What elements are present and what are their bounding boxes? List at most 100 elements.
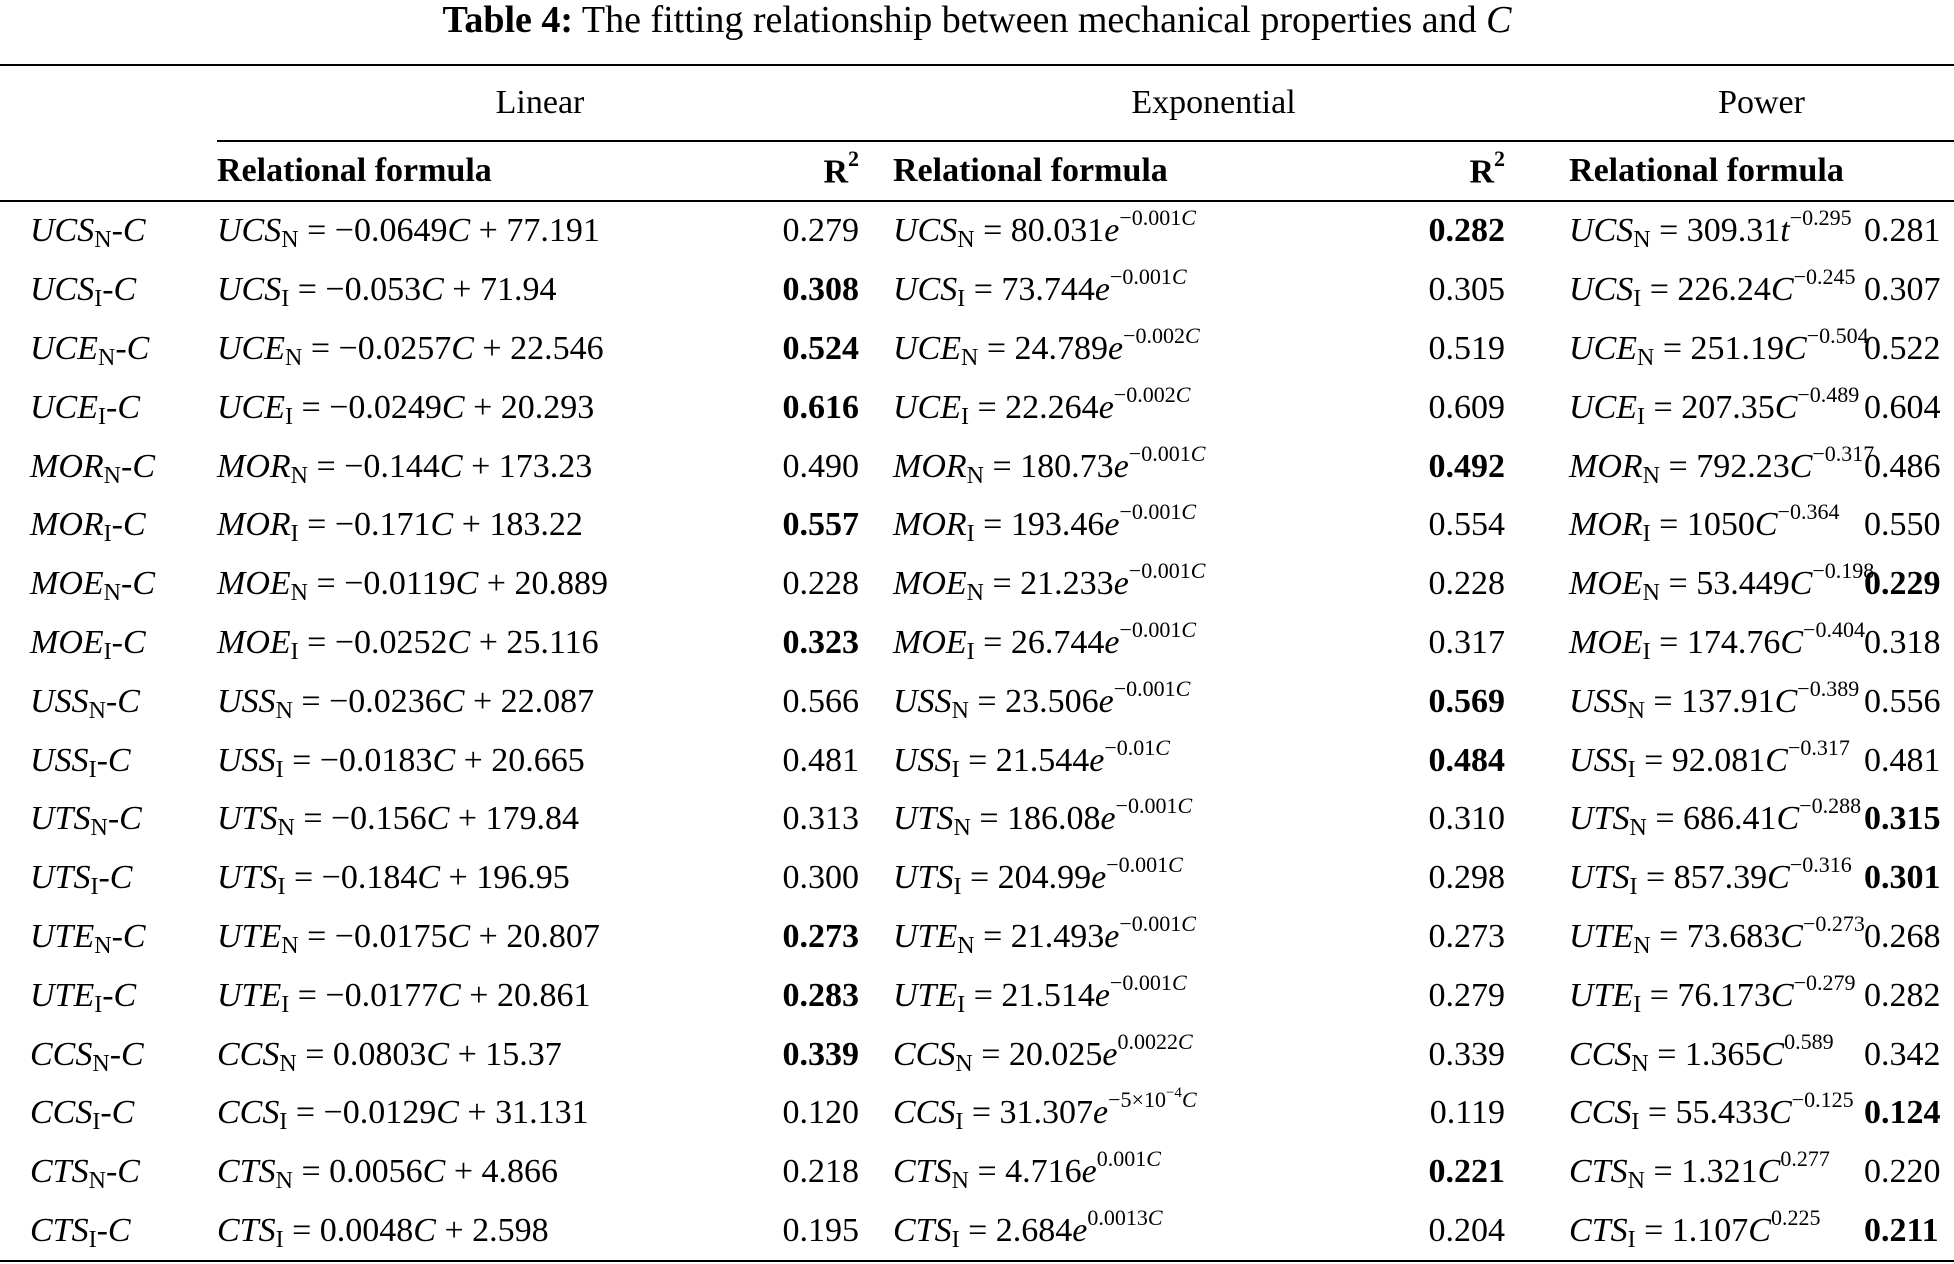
property-pair: MORI-C [30, 506, 146, 548]
exponential-formula: CCSN = 20.025e0.0022C [893, 1028, 1193, 1077]
exponential-formula: UCEN = 24.789e−0.002C [893, 322, 1200, 371]
table-row: UCSI-C UCSI = −0.053C + 71.94 0.308 UCSI = … [0, 261, 1954, 320]
property-pair: UCEI-C [30, 388, 140, 430]
exponential-r2: 0.310 [1428, 800, 1506, 838]
linear-r2: 0.308 [782, 271, 860, 309]
exponential-r2: 0.484 [1428, 741, 1506, 779]
power-formula: CTSI = 1.107C0.225 [1509, 1201, 1925, 1263]
exponential-formula: MOEI = 26.744e−0.001C [893, 616, 1197, 665]
linear-formula: UCSI = −0.053C + 71.94 [217, 271, 557, 313]
linear-formula: MOEI = −0.0252C + 25.116 [217, 623, 599, 665]
exponential-r2: 0.609 [1428, 388, 1506, 426]
group-exponential: Exponential [863, 65, 1510, 142]
exponential-formula: USSN = 23.506e−0.001C [893, 675, 1191, 724]
property-pair: UCEN-C [30, 329, 150, 371]
property-pair: MOEI-C [30, 623, 146, 665]
power-formula: USSN = 137.91C−0.389 [1569, 675, 1860, 724]
exponential-r2: 0.492 [1428, 447, 1506, 485]
linear-formula: UTEI = −0.0177C + 20.861 [217, 976, 591, 1018]
power-formula: UTEI = 76.173C−0.279 [1569, 969, 1856, 1018]
linear-formula: MORI = −0.171C + 183.22 [217, 506, 583, 548]
power-formula: UCEI = 207.35C−0.489 [1569, 381, 1860, 430]
linear-formula: CTSI = 0.0048C + 2.598 [217, 1201, 727, 1263]
power-r2: 0.211 [1864, 1201, 1939, 1263]
power-r2: 0.550 [1864, 506, 1941, 544]
linear-r2: 0.557 [782, 506, 860, 544]
property-pair: UCSN-C [30, 212, 146, 254]
power-r2: 0.481 [1864, 741, 1941, 779]
exponential-r2: 0.221 [1428, 1153, 1506, 1191]
exponential-formula: CTSN = 4.716e0.001C [893, 1146, 1161, 1195]
property-pair: UCSI-C [30, 271, 137, 313]
linear-r2: 0.120 [782, 1094, 860, 1132]
fitting-table: Linear Exponential Power Relational form… [0, 64, 1954, 1263]
power-r2: 0.301 [1864, 859, 1941, 897]
exponential-r2: 0.317 [1428, 623, 1506, 661]
property-pair: USSN-C [30, 682, 140, 724]
exponential-formula: UCEI = 22.264e−0.002C [893, 381, 1191, 430]
power-formula: UCSI = 226.24C−0.245 [1569, 264, 1856, 313]
exponential-r2: 0.273 [1428, 917, 1506, 955]
exponential-formula: MOEN = 21.233e−0.001C [893, 558, 1206, 607]
table-row: CCSN-C CCSN = 0.0803C + 15.37 0.339 CCSN = … [0, 1025, 1954, 1084]
exponential-r2: 0.298 [1428, 859, 1506, 897]
property-pair: UTSN-C [30, 800, 142, 842]
power-r2: 0.220 [1864, 1153, 1941, 1191]
table-row: MOEI-C MOEI = −0.0252C + 25.116 0.323 MOEI … [0, 614, 1954, 673]
header-r2-exponential: R2 [1469, 146, 1506, 191]
table-row: MORI-C MORI = −0.171C + 183.22 0.557 MORI =… [0, 496, 1954, 555]
linear-r2: 0.279 [782, 212, 860, 250]
linear-r2: 0.524 [782, 329, 860, 367]
linear-r2: 0.273 [782, 917, 860, 955]
linear-formula: UTSI = −0.184C + 196.95 [217, 859, 570, 901]
power-r2: 0.556 [1864, 682, 1941, 720]
linear-formula: MOEN = −0.0119C + 20.889 [217, 565, 608, 607]
power-r2: 0.307 [1864, 271, 1941, 309]
property-pair: USSI-C [30, 741, 131, 783]
group-power: Power [1509, 65, 1954, 142]
power-formula: MOEI = 174.76C−0.404 [1569, 616, 1865, 665]
linear-formula: UTSN = −0.156C + 179.84 [217, 800, 580, 842]
power-r2: 0.281 [1864, 212, 1941, 250]
property-pair: CTSI-C [0, 1201, 217, 1263]
linear-formula: UCEN = −0.0257C + 22.546 [217, 329, 604, 371]
table-row: CTSI-C CTSI = 0.0048C + 2.598 0.195 CTSI = … [0, 1201, 1954, 1263]
table-row: CTSN-C CTSN = 0.0056C + 4.866 0.218 CTSN = … [0, 1143, 1954, 1202]
header-r2-linear: R2 [823, 146, 859, 191]
property-pair: UTEN-C [30, 917, 146, 959]
linear-formula: USSN = −0.0236C + 22.087 [217, 682, 595, 724]
caption-label: Table 4: [442, 0, 574, 41]
exponential-r2: 0.282 [1428, 212, 1506, 250]
property-pair: UTEI-C [30, 976, 137, 1018]
linear-r2: 0.283 [782, 976, 860, 1014]
property-pair: UTSI-C [30, 859, 133, 901]
power-r2: 0.604 [1864, 388, 1941, 426]
linear-r2: 0.566 [782, 682, 860, 720]
power-formula: UCEN = 251.19C−0.504 [1569, 322, 1869, 371]
linear-formula: CCSN = 0.0803C + 15.37 [217, 1035, 562, 1077]
exponential-formula: UTEI = 21.514e−0.001C [893, 969, 1187, 1018]
power-r2: 0.124 [1864, 1094, 1941, 1132]
exponential-formula: MORI = 193.46e−0.001C [893, 499, 1197, 548]
exponential-formula: UTSI = 204.99e−0.001C [893, 852, 1183, 901]
linear-r2: 0.228 [782, 565, 860, 603]
exponential-formula: UTSN = 186.08e−0.001C [893, 793, 1193, 842]
exponential-formula: UCSI = 73.744e−0.001C [893, 264, 1187, 313]
header-formula-power: Relational formula [1569, 152, 1844, 189]
linear-r2: 0.616 [782, 388, 860, 426]
linear-formula: CCSI = −0.0129C + 31.131 [217, 1094, 589, 1136]
exponential-formula: MORN = 180.73e−0.001C [893, 440, 1206, 489]
exponential-r2: 0.569 [1428, 682, 1506, 720]
property-pair: CTSN-C [30, 1153, 140, 1195]
table-row: UCSN-C UCSN = −0.0649C + 77.191 0.279 UCSN … [0, 201, 1954, 261]
power-formula: UTEN = 73.683C−0.273 [1569, 910, 1865, 959]
table-row: UTEN-C UTEN = −0.0175C + 20.807 0.273 UTEN … [0, 908, 1954, 967]
linear-r2: 0.481 [782, 741, 860, 779]
power-formula: MORN = 792.23C−0.317 [1569, 440, 1875, 489]
linear-formula: CTSN = 0.0056C + 4.866 [217, 1153, 558, 1195]
power-formula: UCSN = 309.31t−0.295 [1569, 205, 1852, 254]
linear-formula: UTEN = −0.0175C + 20.807 [217, 917, 600, 959]
table-row: UTSI-C UTSI = −0.184C + 196.95 0.300 UTSI =… [0, 849, 1954, 908]
power-r2: 0.318 [1864, 623, 1941, 661]
power-r2: 0.282 [1864, 976, 1941, 1014]
